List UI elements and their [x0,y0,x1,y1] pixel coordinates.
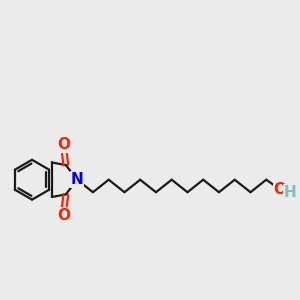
Text: O: O [274,182,287,197]
Text: O: O [57,137,70,152]
Text: O: O [57,208,70,223]
Text: N: N [71,172,84,187]
Text: H: H [284,184,296,200]
